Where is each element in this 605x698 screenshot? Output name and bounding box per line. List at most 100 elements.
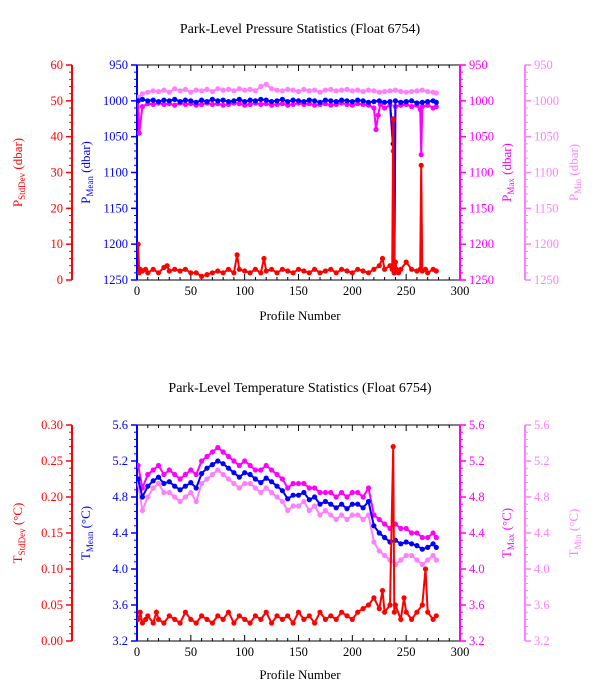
pressure-stddev-data-point <box>263 268 269 274</box>
temperature-stddev-data-point <box>371 595 377 601</box>
temperature-stddev-y-tick-label: 0.25 <box>41 454 63 468</box>
temperature-stddev-data-point <box>306 613 312 619</box>
pressure-max-data-point <box>409 104 415 110</box>
pressure-stddev-y-tick-label: 20 <box>51 201 64 215</box>
temperature-mean-y-tick-label: 3.2 <box>112 634 128 648</box>
pressure-max-y-tick-label: 1100 <box>469 166 494 180</box>
pressure-min-data-point <box>433 90 439 96</box>
pressure-mean-data-point <box>360 98 366 104</box>
temperature-stddev-y-tick-label: 0.20 <box>41 490 63 504</box>
temperature-mean-data-point <box>290 492 296 498</box>
pressure-mean-data-point <box>328 98 334 104</box>
temperature-mean-data-point <box>236 474 242 480</box>
pressure-mean-data-point <box>279 96 285 102</box>
pressure-mean-data-point <box>339 97 345 103</box>
pressure-x-tick-label: 250 <box>397 284 416 298</box>
temperature-stddev-data-point <box>360 606 366 612</box>
pressure-mean-data-point <box>220 97 226 103</box>
temperature-min-data-point <box>365 512 372 518</box>
pressure-min-data-point <box>382 88 388 95</box>
temperature-mean-data-point <box>360 505 366 511</box>
temperature-max-data-point <box>145 471 151 478</box>
temperature-mean-data-point <box>419 546 425 552</box>
pressure-min-data-point <box>339 87 345 93</box>
temperature-min-y-tick-label: 4.8 <box>534 490 550 504</box>
axis-label-symbol: T <box>78 552 93 560</box>
pressure-stddev-data-point <box>376 263 382 269</box>
pressure-max-data-point <box>322 101 328 107</box>
pressure-stddev-data-point <box>225 266 232 272</box>
pressure-max-data-point <box>182 101 188 107</box>
temperature-max-data-point <box>419 534 425 541</box>
temperature-stddev-data-point <box>403 609 409 615</box>
axis-label-symbol: P <box>499 195 514 202</box>
temperature-mean-data-point <box>199 471 205 477</box>
pressure-mean-data-point <box>398 99 404 105</box>
pressure-stddev-data-point <box>349 270 355 276</box>
pressure-mean-data-point <box>252 98 258 104</box>
pressure-mean-data-point <box>166 98 172 104</box>
temperature-max-data-point <box>398 525 404 532</box>
pressure-stddev-data-point <box>150 266 156 272</box>
pressure-mean-data-point <box>172 96 178 102</box>
temperature-stddev-data-point <box>145 613 151 619</box>
temperature-max-data-point <box>279 476 285 482</box>
pressure-min-data-point <box>398 88 404 95</box>
temperature-stddev-data-point <box>355 609 361 615</box>
pressure-mean-y-tick-label: 1100 <box>103 166 128 180</box>
temperature-min-data-point <box>409 552 415 559</box>
temperature-max-data-point <box>247 462 253 469</box>
pressure-stddev-data-point <box>418 162 424 168</box>
temperature-mean-data-point <box>409 541 415 547</box>
temperature-min-data-point <box>220 471 226 478</box>
pressure-min-data-point <box>387 88 393 94</box>
temperature-min-data-point <box>193 498 199 505</box>
pressure-min-data-point <box>263 81 269 87</box>
temperature-max-data-point <box>344 494 350 500</box>
temperature-stddev-data-point <box>295 609 302 615</box>
temperature-min-data-point <box>199 480 205 487</box>
pressure-mean-data-point <box>349 99 355 105</box>
temperature-stddev-data-point <box>339 609 345 615</box>
temperature-stddev-data-point <box>150 620 156 626</box>
pressure-mean-data-point <box>409 98 415 104</box>
pressure-mean-data-point <box>419 99 425 105</box>
pressure-min-y-tick-label: 950 <box>534 58 553 72</box>
temperature-max-data-point <box>258 467 264 473</box>
temperature-min-y-tick-label: 5.2 <box>534 454 550 468</box>
temperature-min-data-point <box>295 503 302 509</box>
temperature-max-data-point <box>328 489 334 496</box>
pressure-x-tick-label: 0 <box>134 284 140 298</box>
pressure-min-data-point <box>252 88 258 94</box>
temperature-mean-data-point <box>188 480 194 486</box>
pressure-min-data-point <box>409 88 415 95</box>
temperature-x-tick-label: 50 <box>185 645 198 659</box>
pressure-mean-y-tick-label: 1000 <box>103 94 128 108</box>
pressure-chart-title: Park-Level Pressure Statistics (Float 67… <box>180 22 421 37</box>
temperature-stddev-data-point <box>166 613 172 619</box>
temperature-mean-data-point <box>430 541 436 547</box>
pressure-max-data-point <box>355 101 361 107</box>
pressure-stddev-data-point <box>204 272 210 278</box>
pressure-min-data-point <box>328 86 334 92</box>
temperature-min-y-tick-label: 3.6 <box>534 598 550 612</box>
temperature-stddev-data-point <box>312 620 318 626</box>
pressure-max-data-point <box>258 101 264 107</box>
temperature-min-data-point <box>161 489 167 496</box>
pressure-x-tick-label: 50 <box>185 284 198 298</box>
temperature-max-data-point <box>199 458 205 464</box>
temperature-stddev-series-line <box>137 446 438 626</box>
temperature-mean-data-point <box>263 475 269 481</box>
temperature-stddev-data-point <box>328 613 334 619</box>
temperature-stddev-data-point <box>137 609 143 615</box>
pressure-min-data-point <box>258 83 264 90</box>
pressure-min-data-point <box>247 86 253 92</box>
pressure-stddev-y-tick-label: 60 <box>51 58 64 72</box>
pressure-mean-data-point <box>145 98 151 104</box>
pressure-max-data-point <box>172 102 178 108</box>
temperature-max-data-point <box>382 521 388 527</box>
temperature-stddev-data-point <box>274 613 280 619</box>
pressure-max-data-point <box>290 101 296 107</box>
temperature-stddev-y-tick-label: 0.05 <box>41 598 63 612</box>
temperature-max-y-tick-label: 3.2 <box>469 634 485 648</box>
